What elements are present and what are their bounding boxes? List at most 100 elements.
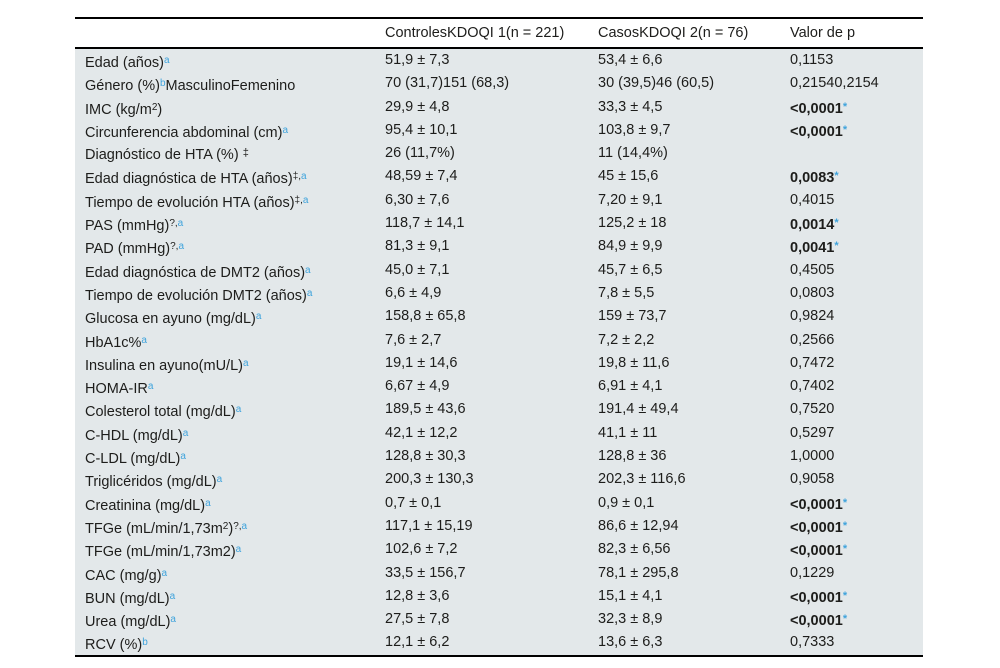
row-label: Género (%)bMasculinoFemenino: [85, 78, 296, 95]
casos-value: 0,9 ± 0,1: [598, 494, 655, 511]
table-row: CAC (mg/g)a 33,5 ± 156,7 78,1 ± 295,8 0,122…: [75, 562, 923, 585]
p-value: 0,7333: [790, 634, 835, 651]
p-value: 0,21540,2154: [790, 75, 879, 92]
casos-value: 128,8 ± 36: [598, 448, 667, 465]
row-label: Creatinina (mg/dL)a: [85, 497, 211, 514]
casos-value: 19,8 ± 11,6: [598, 354, 670, 371]
p-value: 0,1153: [790, 52, 834, 68]
footnote-marker: ‡: [242, 147, 249, 160]
casos-value: 159 ± 73,7: [598, 308, 667, 325]
table-row: Género (%)bMasculinoFemenino 70 (31,7)151…: [75, 72, 923, 95]
p-value: 0,5297: [790, 424, 835, 441]
row-label: Edad diagnóstica de DMT2 (años)a: [85, 264, 311, 281]
controles-value: 102,6 ± 7,2: [385, 541, 458, 558]
footnote-marker: 2: [222, 520, 229, 532]
controles-value: 0,7 ± 0,1: [385, 494, 442, 511]
table-row: Circunferencia abdominal (cm)a 95,4 ± 10,…: [75, 119, 923, 142]
p-value: 0,0803: [790, 284, 835, 301]
p-value: [790, 142, 923, 167]
row-label: HOMA-IRa: [85, 381, 154, 398]
footnote-marker-blue: a: [302, 194, 309, 206]
significance-asterisk: *: [842, 613, 848, 626]
controles-value: 81,3 ± 9,1: [385, 238, 450, 255]
footnote-marker-blue: a: [235, 544, 242, 556]
controles-value: 200,3 ± 130,3: [385, 471, 474, 488]
row-label: Triglicéridos (mg/dL)a: [85, 474, 223, 491]
controles-value: 6,30 ± 7,6: [385, 191, 450, 208]
controles-value: 6,6 ± 4,9: [385, 284, 442, 301]
table-row: Creatinina (mg/dL)a 0,7 ± 0,1 0,9 ± 0,1 <0,…: [75, 492, 923, 515]
table-row: Tiempo de evolución HTA (años)‡,a 6,30 ± …: [75, 189, 923, 212]
table-row: Triglicéridos (mg/dL)a 200,3 ± 130,3 202,3…: [75, 468, 923, 491]
footnote-marker-blue: a: [241, 520, 248, 532]
p-value: <0,0001*: [790, 519, 848, 536]
p-value: 0,1229: [790, 564, 835, 581]
significance-asterisk: *: [842, 589, 848, 602]
row-label: TFGe (mL/min/1,73m2)?,a: [85, 520, 248, 537]
row-label: Urea (mg/dL)a: [85, 614, 176, 631]
footnote-marker-blue: a: [161, 567, 168, 579]
footnote-marker: 2: [151, 101, 158, 113]
row-label: IMC (kg/m2): [85, 101, 163, 118]
table-row: HbA1c%a 7,6 ± 2,7 7,2 ± 2,2 0,2566: [75, 329, 923, 352]
p-value: 0,0041*: [790, 240, 839, 257]
controles-value: 7,6 ± 2,7: [385, 331, 442, 348]
table-row: RCV (%)b 12,1 ± 6,2 13,6 ± 6,3 0,7333: [75, 631, 923, 654]
footnote-marker-blue: a: [147, 381, 154, 393]
casos-value: 103,8 ± 9,7: [598, 121, 671, 138]
p-value: 0,0014*: [790, 217, 839, 234]
row-label: Tiempo de evolución DMT2 (años)a: [85, 287, 313, 304]
casos-value: 202,3 ± 116,6: [598, 471, 686, 488]
p-value: <0,0001*: [790, 543, 848, 560]
table-row: PAS (mmHg)?,a 118,7 ± 14,1 125,2 ± 18 0,001…: [75, 212, 923, 235]
p-value: 0,7402: [790, 378, 835, 395]
significance-asterisk: *: [842, 543, 848, 556]
p-value: 0,7472: [790, 354, 835, 371]
casos-value: 7,20 ± 9,1: [598, 191, 663, 208]
significance-asterisk: *: [842, 496, 848, 509]
row-label: Glucosa en ayuno (mg/dL)a: [85, 311, 262, 328]
controles-value: 51,9 ± 7,3: [385, 52, 450, 68]
table-body: Edad (años)a 51,9 ± 7,3 53,4 ± 6,6 0,1153 Gé…: [75, 49, 923, 657]
table-row: Glucosa en ayuno (mg/dL)a 158,8 ± 65,8 159…: [75, 305, 923, 328]
controles-value: 12,1 ± 6,2: [385, 634, 450, 651]
casos-value: 13,6 ± 6,3: [598, 634, 663, 651]
table-row: PAD (mmHg)?,a 81,3 ± 9,1 84,9 ± 9,9 0,0041*: [75, 235, 923, 258]
p-value: 0,4505: [790, 261, 835, 278]
header-controles: ControlesKDOQI 1(n = 221): [385, 25, 565, 41]
footnote-marker: ?,: [233, 520, 242, 532]
footnote-marker: ?,: [169, 218, 178, 230]
controles-value: 70 (31,7)151 (68,3): [385, 75, 510, 92]
row-label: Diagnóstico de HTA (%) ‡: [85, 147, 249, 164]
footnote-marker-blue: a: [170, 614, 176, 626]
table-row: Edad diagnóstica de HTA (años)‡,a 48,59 ±…: [75, 165, 923, 188]
footnote-marker-blue: a: [216, 474, 223, 486]
controles-value: 33,5 ± 156,7: [385, 564, 466, 581]
footnote-marker-blue: a: [301, 171, 307, 183]
footnote-marker-blue: a: [164, 55, 170, 66]
table-row: TFGe (mL/min/1,73m2)?,a 117,1 ± 15,19 86,6…: [75, 515, 923, 538]
casos-value: 11 (14,4%): [598, 145, 668, 162]
controles-value: 158,8 ± 65,8: [385, 308, 466, 325]
casos-value: 45,7 ± 6,5: [598, 261, 663, 278]
footnote-marker-blue: a: [306, 287, 313, 299]
table-row: C-HDL (mg/dL)a 42,1 ± 12,2 41,1 ± 11 0,5297: [75, 422, 923, 445]
footnote-marker-blue: a: [177, 218, 184, 230]
casos-value: 32,3 ± 8,9: [598, 611, 663, 628]
row-label: BUN (mg/dL)a: [85, 590, 176, 607]
casos-value: 7,2 ± 2,2: [598, 331, 655, 348]
p-value: <0,0001*: [790, 613, 848, 630]
casos-value: 78,1 ± 295,8: [598, 564, 679, 581]
controles-value: 42,1 ± 12,2: [385, 424, 458, 441]
row-label: TFGe (mL/min/1,73m2)a: [85, 544, 242, 561]
p-value: <0,0001*: [790, 100, 848, 117]
row-label: C-HDL (mg/dL)a: [85, 427, 189, 444]
p-value: 0,9058: [790, 471, 835, 488]
footnote-marker-blue: a: [205, 497, 211, 509]
footnote-marker: ‡,: [294, 194, 303, 206]
controles-value: 26 (11,7%): [385, 145, 455, 162]
casos-value: 82,3 ± 6,56: [598, 541, 671, 558]
significance-asterisk: *: [842, 123, 848, 136]
footnote-marker-blue: a: [180, 451, 186, 463]
row-label: HbA1c%a: [85, 334, 147, 351]
